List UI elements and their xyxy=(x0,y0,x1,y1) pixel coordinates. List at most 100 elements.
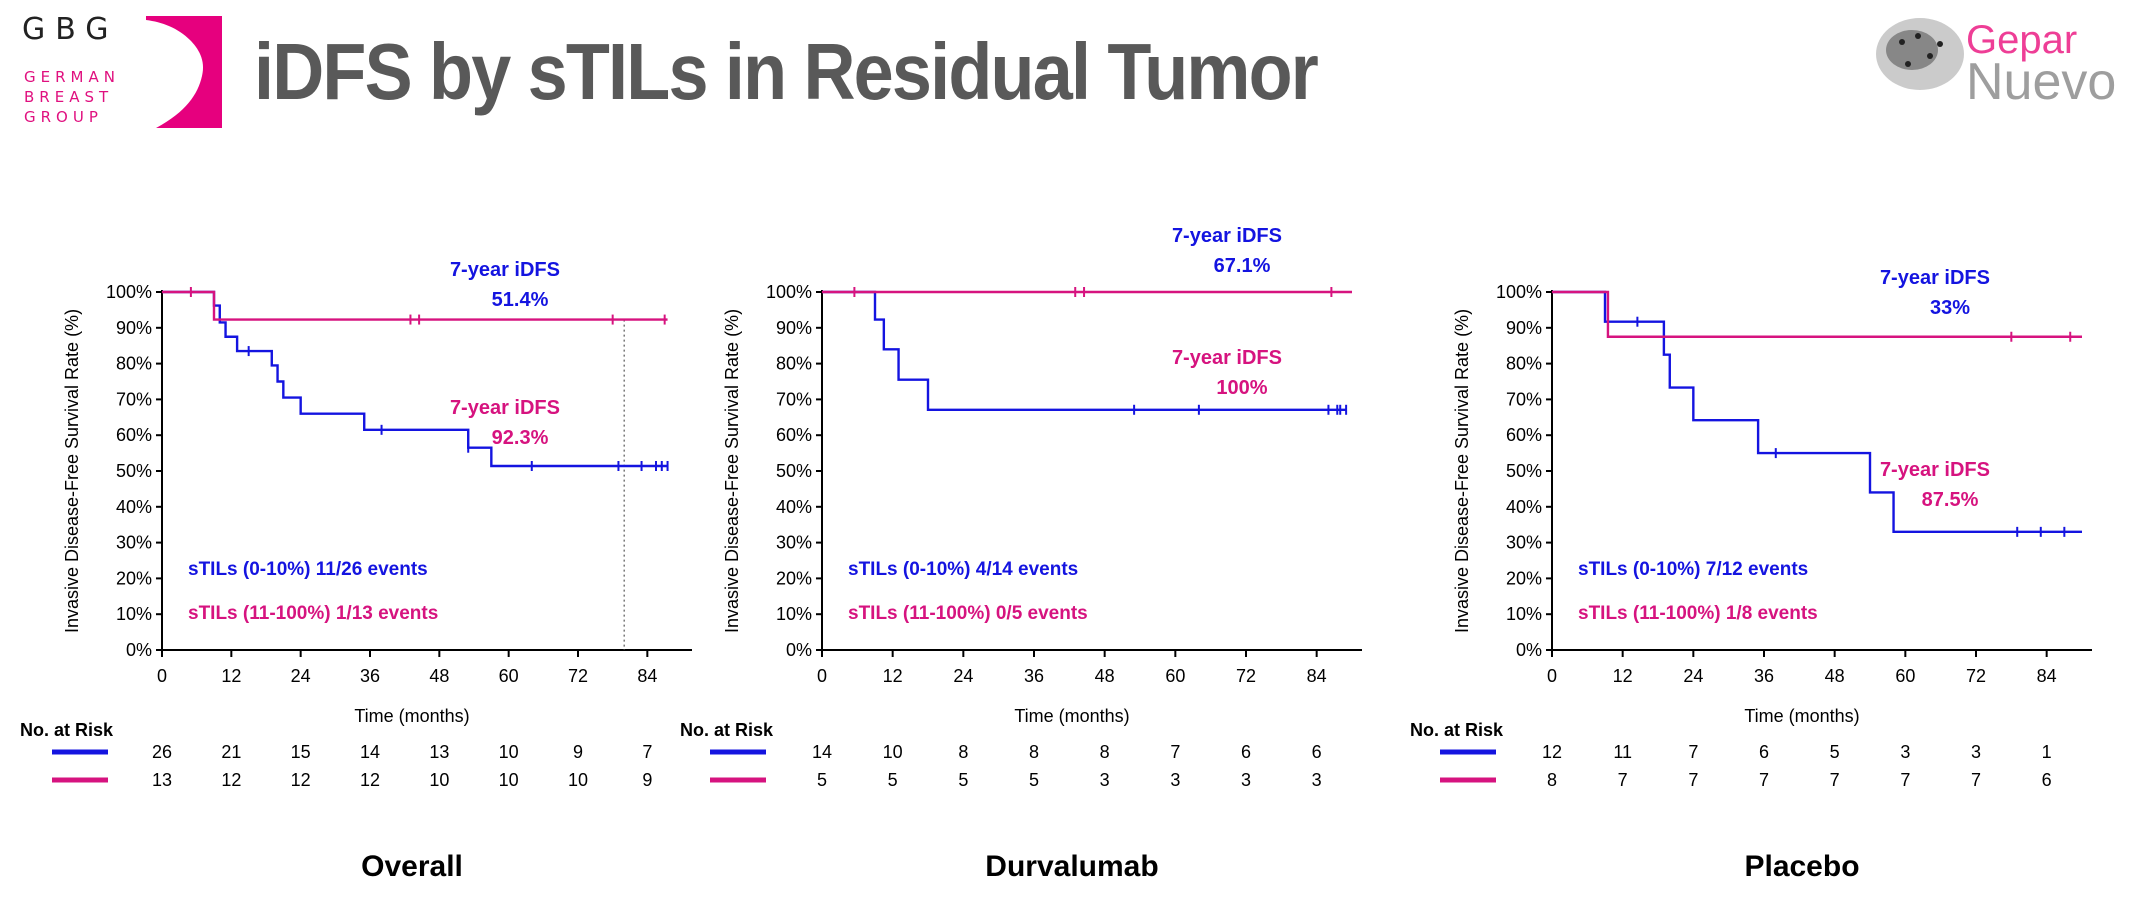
y-tick-label: 80% xyxy=(1506,354,1542,374)
x-axis-label: Time (months) xyxy=(354,706,469,726)
risk-count: 7 xyxy=(1688,770,1698,790)
risk-count: 12 xyxy=(221,770,241,790)
risk-count: 7 xyxy=(1971,770,1981,790)
risk-count: 12 xyxy=(360,770,380,790)
y-tick-label: 0% xyxy=(786,640,812,660)
y-tick-label: 30% xyxy=(116,533,152,553)
x-tick-label: 0 xyxy=(157,666,167,686)
risk-count: 9 xyxy=(573,742,583,762)
y-tick-label: 40% xyxy=(116,497,152,517)
y-axis-label: Invasive Disease-Free Survival Rate (%) xyxy=(62,309,82,633)
idfs-annotation-label: 7-year iDFS xyxy=(450,259,560,281)
x-tick-label: 12 xyxy=(883,666,903,686)
y-tick-label: 10% xyxy=(776,604,812,624)
risk-count: 7 xyxy=(1170,742,1180,762)
events-legend: sTILs (0-10%) 7/12 events xyxy=(1578,559,1808,580)
y-tick-label: 30% xyxy=(776,533,812,553)
risk-count: 14 xyxy=(360,742,380,762)
risk-count: 12 xyxy=(1542,742,1562,762)
risk-count: 6 xyxy=(1312,742,1322,762)
y-tick-label: 20% xyxy=(116,568,152,588)
x-tick-label: 36 xyxy=(1024,666,1044,686)
km-chart-overall: 0% 10% 20% 30% 40% 50% 60% 70% 80% 90% 100% 0 12 24 36… xyxy=(20,259,692,883)
y-axis-label: Invasive Disease-Free Survival Rate (%) xyxy=(1452,309,1472,633)
risk-count: 3 xyxy=(1900,742,1910,762)
risk-count: 5 xyxy=(817,770,827,790)
risk-count: 21 xyxy=(221,742,241,762)
x-tick-label: 60 xyxy=(1165,666,1185,686)
risk-count: 7 xyxy=(1759,770,1769,790)
risk-count: 8 xyxy=(958,742,968,762)
risk-count: 6 xyxy=(2042,770,2052,790)
risk-count: 7 xyxy=(1900,770,1910,790)
x-tick-label: 72 xyxy=(568,666,588,686)
idfs-annotation-label: 7-year iDFS xyxy=(450,397,560,419)
gepar-logo-top: Gepar xyxy=(1966,18,2078,62)
km-chart-placebo: 0%10%20%30%40%50%60%70%80%90%100%0 12 24 36… xyxy=(1410,267,2092,883)
risk-count: 6 xyxy=(1241,742,1251,762)
risk-count: 10 xyxy=(499,742,519,762)
risk-count: 12 xyxy=(291,770,311,790)
y-tick-label: 60% xyxy=(1506,425,1542,445)
risk-count: 14 xyxy=(812,742,832,762)
events-legend: sTILs (11-100%) 1/13 events xyxy=(188,603,438,624)
idfs-annotation-value: 33% xyxy=(1930,297,1970,319)
y-tick-label: 100% xyxy=(1496,282,1542,302)
y-tick-label: 20% xyxy=(776,568,812,588)
risk-count: 15 xyxy=(291,742,311,762)
gbg-logo-line-german: GERMAN xyxy=(24,68,120,86)
idfs-annotation-label: 7-year iDFS xyxy=(1880,459,1990,481)
risk-count: 26 xyxy=(152,742,172,762)
y-tick-label: 50% xyxy=(1506,461,1542,481)
events-legend: sTILs (0-10%) 4/14 events xyxy=(848,559,1078,580)
risk-count: 13 xyxy=(429,742,449,762)
events-legend: sTILs (11-100%) 0/5 events xyxy=(848,603,1088,624)
gbg-logo-line-group: GROUP xyxy=(24,108,103,126)
y-tick-label: 40% xyxy=(776,497,812,517)
risk-count: 9 xyxy=(642,770,652,790)
idfs-annotation-value: 67.1% xyxy=(1214,255,1271,277)
x-tick-label: 60 xyxy=(1895,666,1915,686)
risk-count: 7 xyxy=(642,742,652,762)
x-tick-label: 36 xyxy=(360,666,380,686)
gbg-logo-emblem xyxy=(146,16,222,128)
gepar-nuevo-logo: Gepar Nuevo xyxy=(1868,4,2138,111)
x-tick-label: 84 xyxy=(637,666,657,686)
y-tick-label: 80% xyxy=(776,354,812,374)
risk-count: 10 xyxy=(568,770,588,790)
risk-count: 3 xyxy=(1241,770,1251,790)
y-tick-label: 60% xyxy=(776,425,812,445)
x-axis-label: Time (months) xyxy=(1744,706,1859,726)
idfs-annotation-label: 7-year iDFS xyxy=(1172,347,1282,369)
risk-count: 3 xyxy=(1312,770,1322,790)
survival-curve-low-tils xyxy=(822,290,1347,411)
x-tick-label: 24 xyxy=(291,666,311,686)
risk-count: 8 xyxy=(1100,742,1110,762)
y-tick-label: 40% xyxy=(1506,497,1542,517)
y-tick-label: 70% xyxy=(1506,389,1542,409)
y-tick-label: 100% xyxy=(766,282,812,302)
y-tick-label: 100% xyxy=(106,282,152,302)
x-tick-label: 12 xyxy=(221,666,241,686)
risk-table-header: No. at Risk xyxy=(680,720,774,740)
x-tick-label: 36 xyxy=(1754,666,1774,686)
survival-curve-low-tils xyxy=(162,290,668,468)
x-tick-label: 60 xyxy=(499,666,519,686)
risk-count: 10 xyxy=(499,770,519,790)
risk-table-header: No. at Risk xyxy=(20,720,114,740)
idfs-annotation-label: 7-year iDFS xyxy=(1172,225,1282,247)
survival-curve-low-tils xyxy=(1552,290,2082,534)
risk-count: 11 xyxy=(1613,742,1632,762)
y-tick-label: 60% xyxy=(116,425,152,445)
gbg-logo-line-breast: BREAST xyxy=(24,88,114,106)
panel-title: Durvalumab xyxy=(985,850,1158,883)
y-tick-label: 50% xyxy=(776,461,812,481)
y-tick-label: 10% xyxy=(1506,604,1542,624)
risk-count: 8 xyxy=(1029,742,1039,762)
risk-count: 10 xyxy=(429,770,449,790)
gbg-logo-letters: GBG xyxy=(22,12,119,47)
cheetah-icon xyxy=(1876,18,1964,90)
y-tick-label: 90% xyxy=(776,318,812,338)
risk-count: 5 xyxy=(1029,770,1039,790)
idfs-annotation-value: 100% xyxy=(1216,377,1267,399)
